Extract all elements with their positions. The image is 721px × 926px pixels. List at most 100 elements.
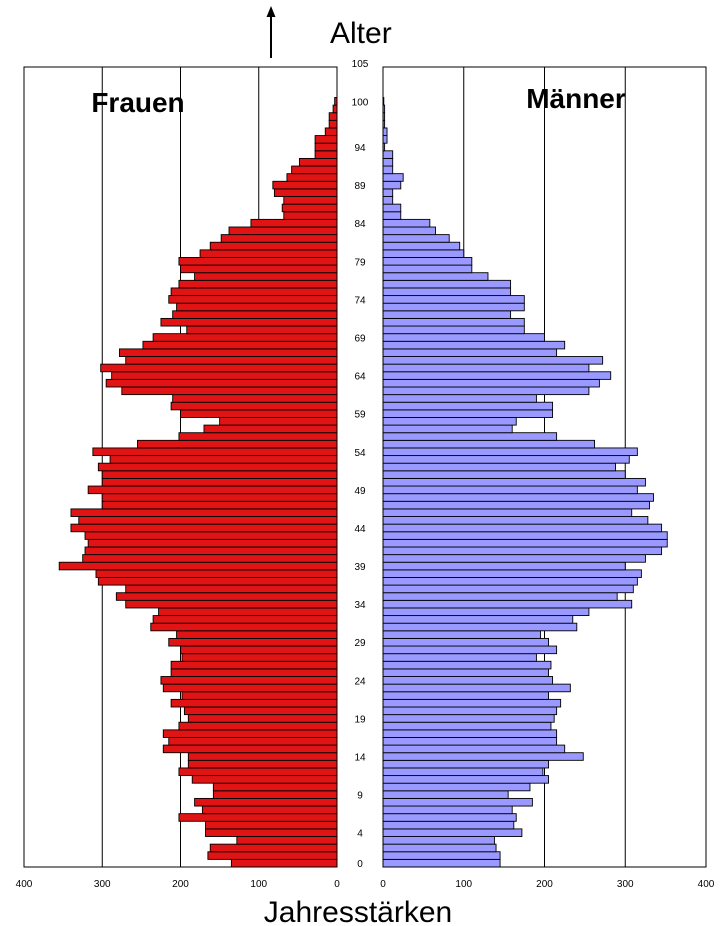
bar-left-age-15 [162,744,338,754]
bar-left-age-13 [187,759,338,769]
age-tick-label: 74 [354,295,366,306]
bar-right-age-75 [382,287,512,297]
bar-left-age-45 [78,516,338,525]
age-tick-label: 39 [354,562,366,573]
bar-left-age-22 [181,691,338,700]
age-tick-label: 54 [354,448,366,459]
bar-left-age-26 [170,660,338,670]
bar-right-age-88 [382,188,394,197]
bar-left-age-96 [324,127,338,137]
bar-left-age-94 [314,142,338,152]
bar-right-age-36 [382,584,634,594]
bar-right-age-32 [382,615,574,624]
bar-right-age-52 [382,462,617,472]
x-tick-label: 300 [94,879,111,890]
bar-right-age-65 [382,363,590,373]
bar-left-age-63 [105,378,338,388]
bar-right-age-63 [382,378,600,388]
bar-right-age-64 [382,371,612,380]
bar-right-age-14 [382,752,584,761]
x-tick-label: 400 [16,879,33,890]
age-tick-labels: 0491419242934394449545964697479848994100… [352,59,369,870]
bar-left-age-42 [87,538,338,548]
bar-right-age-15 [382,744,566,754]
bar-right-age-83 [382,226,436,236]
bar-right-age-71 [382,317,525,327]
age-tick-label: 34 [354,600,366,611]
bar-left-age-61 [172,394,338,403]
bar-left-age-76 [178,279,338,289]
age-tick-label: 19 [354,714,366,725]
bar-right-age-44 [382,523,663,533]
bar-right-age-27 [382,653,537,662]
bar-left-age-43 [84,531,338,540]
bar-right-age-13 [382,759,549,769]
bar-left-age-97 [328,119,338,129]
age-tick-label: 24 [354,676,366,687]
age-tick-label: 64 [354,372,366,383]
bar-right-age-12 [382,767,544,777]
bar-left-age-32 [152,615,338,624]
bar-left-age-83 [228,226,338,236]
bar-left-age-40 [82,554,338,563]
bar-left-age-53 [109,455,338,464]
bar-right-age-96 [382,127,388,137]
x-tick-label: 200 [172,879,189,890]
bar-left-age-95 [314,135,338,144]
bar-left-age-78 [180,264,338,274]
bar-right-age-2 [382,843,497,853]
bar-left-age-91 [291,165,338,175]
x-tick-label: 0 [380,879,386,890]
bar-right-age-30 [382,630,541,639]
bar-right-age-38 [382,569,642,578]
x-tick-label: 400 [698,879,715,890]
bar-right-age-40 [382,554,646,563]
bar-left-age-68 [142,340,338,350]
bar-right-age-47 [382,500,650,510]
bar-right-age-19 [382,714,555,723]
bar-right-age-22 [382,691,549,700]
bar-right-age-92 [382,157,394,167]
bar-left-age-44 [70,523,338,533]
age-tick-label: 44 [354,524,366,535]
bar-left-age-52 [97,462,338,472]
frauen-plot-frame [23,66,338,868]
bar-left-age-27 [181,653,338,662]
bar-left-age-55 [137,439,338,449]
bar-right-age-11 [382,775,549,784]
bar-left-age-71 [160,317,338,327]
bar-left-age-66 [125,356,338,365]
bar-left-age-20 [183,706,338,716]
bar-left-age-73 [176,302,338,312]
bar-left-age-56 [178,432,338,441]
bar-right-age-61 [382,394,537,403]
bar-left-age-93 [314,150,338,159]
bar-right-age-3 [382,836,495,845]
frauen-bars [58,97,338,868]
bar-left-age-18 [178,721,338,731]
bar-right-age-69 [382,333,545,342]
bar-left-age-51 [101,470,338,479]
bar-left-age-64 [111,371,338,380]
bar-left-age-70 [186,325,338,335]
age-tick-label: 79 [354,257,366,268]
bar-left-age-24 [160,676,338,685]
age-tick-label: 59 [354,410,366,421]
bar-left-age-17 [162,729,338,738]
bar-left-age-8 [194,797,338,807]
bar-right-age-34 [382,599,633,609]
bar-left-age-74 [168,295,338,304]
bar-right-age-54 [382,447,638,457]
bar-right-age-57 [382,424,513,434]
bar-left-age-23 [162,683,338,693]
bar-right-age-50 [382,477,646,487]
bar-left-age-60 [170,401,338,411]
bar-left-age-3 [236,836,338,845]
bar-right-age-46 [382,508,633,517]
bar-left-age-34 [125,599,338,609]
bar-left-age-90 [286,173,338,182]
bar-right-age-76 [382,279,512,289]
bar-left-age-72 [172,310,338,319]
x-axis-title: Jahresstärken [264,896,452,926]
bar-left-age-10 [212,782,338,792]
